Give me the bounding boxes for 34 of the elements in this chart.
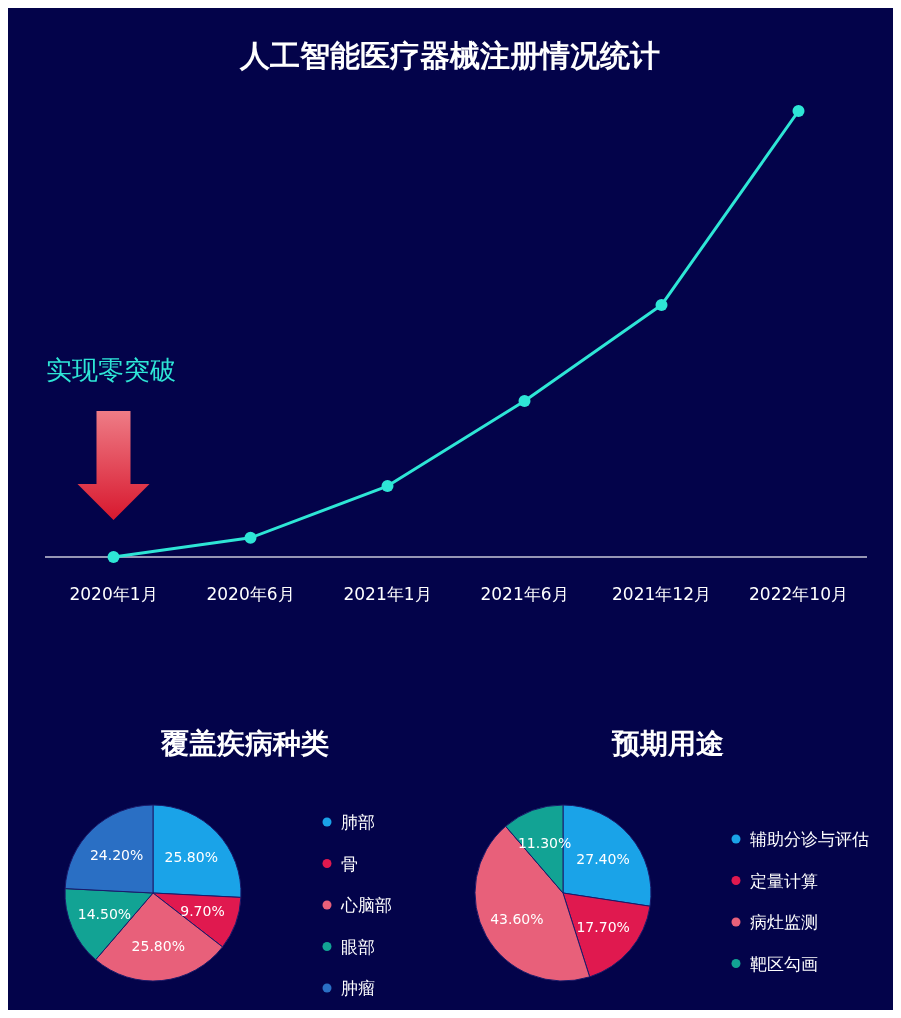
x-tick-label: 2022年10月 — [749, 584, 848, 604]
x-tick-label: 2021年6月 — [480, 584, 569, 604]
data-label: 17.70% — [576, 919, 630, 936]
point — [792, 105, 805, 117]
data-label: 25.80% — [131, 937, 185, 954]
data-label: 14.50% — [77, 905, 132, 922]
point — [381, 480, 394, 493]
data-label: 25.80% — [164, 848, 218, 865]
x-tick-label: 2021年12月 — [612, 584, 711, 604]
x-tick-label: 2020年1月 — [69, 584, 158, 604]
point — [244, 531, 257, 544]
legend-label: 肿瘤 — [341, 978, 375, 998]
legend-label: 肺部 — [341, 812, 375, 832]
legend-label: 靶区勾画 — [750, 953, 818, 974]
x-tick-label: 2020年6月 — [206, 584, 295, 604]
chart-title: 预期用途 — [611, 727, 724, 760]
legend-label: 心脑部 — [340, 895, 392, 915]
annotation: 实现零突破 — [45, 355, 176, 385]
legend-label: 眼部 — [341, 936, 375, 957]
data-label: 24.20% — [89, 846, 144, 863]
data-label: 11.30% — [517, 835, 572, 852]
legend-label: 病灶监测 — [750, 912, 818, 932]
point — [107, 551, 120, 563]
point — [655, 299, 668, 312]
legend-label: 辅助分诊与评估 — [750, 829, 869, 849]
data-label: 9.70% — [180, 903, 225, 920]
data-label: 27.40% — [576, 850, 630, 867]
chart-title: 人工智能医疗器械注册情况统计 — [239, 38, 660, 73]
x-tick-label: 2021年1月 — [343, 584, 432, 604]
chart-title: 覆盖疾病种类 — [160, 727, 329, 760]
point — [518, 394, 531, 407]
data-label: 43.60% — [490, 910, 544, 927]
legend-label: 定量计算 — [750, 870, 818, 891]
legend-label: 骨 — [341, 853, 358, 874]
